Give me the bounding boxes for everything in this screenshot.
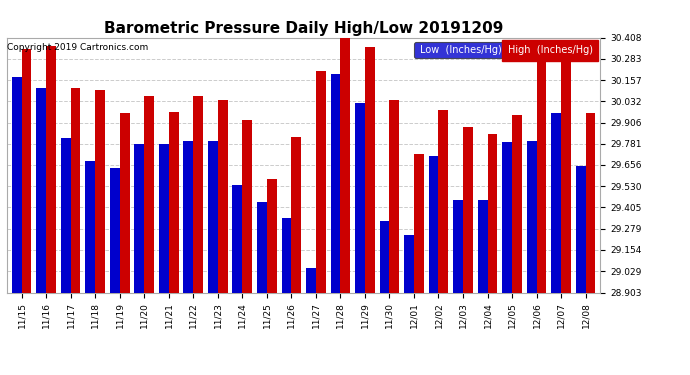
- Bar: [46, 46, 56, 292]
- Bar: [257, 201, 267, 292]
- Text: Copyright 2019 Cartronics.com: Copyright 2019 Cartronics.com: [7, 43, 148, 52]
- Bar: [414, 154, 424, 292]
- Bar: [551, 113, 561, 292]
- Bar: [144, 96, 154, 292]
- Bar: [389, 100, 400, 292]
- Bar: [316, 71, 326, 292]
- Bar: [537, 54, 546, 292]
- Bar: [428, 156, 438, 292]
- Bar: [438, 110, 449, 292]
- Bar: [561, 57, 571, 292]
- Bar: [21, 49, 32, 292]
- Title: Barometric Pressure Daily High/Low 20191209: Barometric Pressure Daily High/Low 20191…: [104, 21, 503, 36]
- Bar: [267, 180, 277, 292]
- Bar: [159, 144, 169, 292]
- Bar: [208, 141, 218, 292]
- Bar: [218, 100, 228, 292]
- Bar: [95, 90, 105, 292]
- Bar: [242, 120, 252, 292]
- Bar: [70, 88, 81, 292]
- Bar: [86, 161, 95, 292]
- Bar: [37, 88, 46, 292]
- Bar: [365, 47, 375, 292]
- Bar: [477, 200, 488, 292]
- Bar: [453, 200, 463, 292]
- Bar: [575, 166, 586, 292]
- Bar: [355, 103, 365, 292]
- Bar: [306, 268, 316, 292]
- Bar: [291, 137, 301, 292]
- Bar: [12, 77, 21, 292]
- Bar: [110, 168, 119, 292]
- Bar: [404, 236, 414, 292]
- Bar: [380, 221, 389, 292]
- Bar: [526, 141, 537, 292]
- Bar: [61, 138, 70, 292]
- Bar: [169, 112, 179, 292]
- Bar: [193, 96, 203, 292]
- Bar: [512, 115, 522, 292]
- Bar: [119, 113, 130, 292]
- Bar: [502, 142, 512, 292]
- Bar: [135, 144, 144, 292]
- Bar: [184, 141, 193, 292]
- Bar: [282, 217, 291, 292]
- Bar: [463, 127, 473, 292]
- Bar: [586, 113, 595, 292]
- Bar: [233, 184, 242, 292]
- Legend: Low  (Inches/Hg), High  (Inches/Hg): Low (Inches/Hg), High (Inches/Hg): [414, 42, 595, 58]
- Bar: [340, 29, 351, 292]
- Bar: [331, 74, 340, 292]
- Bar: [488, 134, 497, 292]
